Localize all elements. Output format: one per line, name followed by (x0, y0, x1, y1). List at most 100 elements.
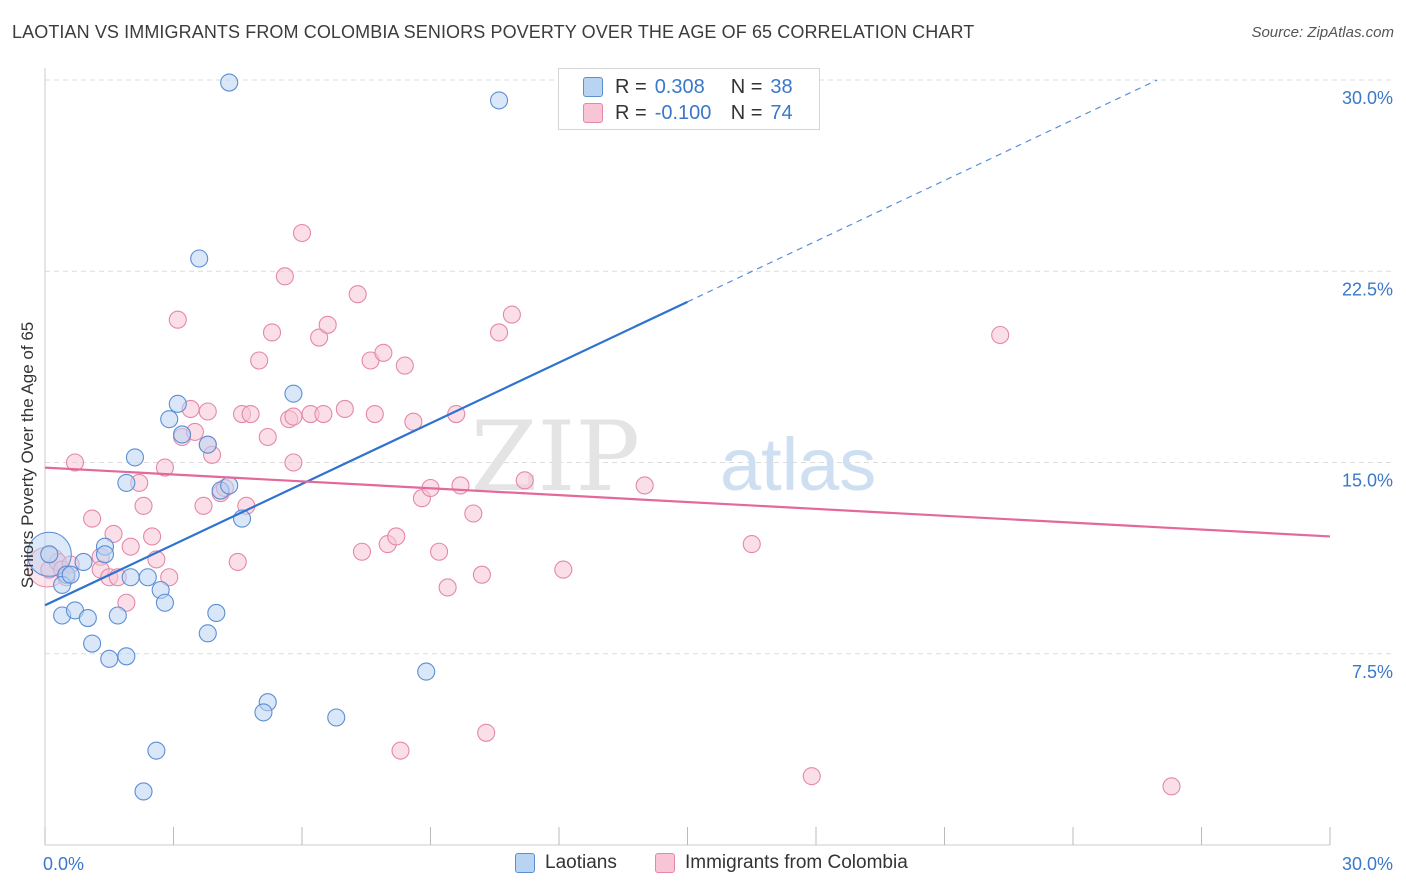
colombia-point-46 (335, 399, 354, 419)
laotians-point-31 (284, 384, 303, 403)
colombia-point-12 (117, 593, 136, 612)
axes (44, 68, 1331, 846)
tick-labels: 7.5% 15.0% 22.5% 30.0% 0.0% 30.0% (43, 88, 1393, 874)
laotians-point-34 (327, 708, 346, 727)
colombia-point-20 (168, 310, 187, 329)
colombia-point-64 (477, 723, 496, 742)
colombia-point-6 (83, 509, 102, 528)
laotians-point-10 (108, 606, 127, 625)
laotians-point-38 (489, 91, 509, 110)
colombia-swatch (583, 103, 603, 123)
colombia-point-66 (502, 305, 521, 324)
r-value: 0.308 (654, 75, 705, 98)
laotians-point-18 (117, 473, 136, 492)
colombia-point-34 (250, 351, 269, 370)
laotians-point-37 (134, 782, 153, 801)
watermark-zip: ZIP (471, 401, 640, 513)
laotians-point-30 (220, 73, 239, 92)
colombia-point-43 (310, 328, 329, 347)
n-label: N = (730, 101, 763, 124)
r-label: R = (615, 101, 647, 124)
laotians-point-36 (147, 741, 166, 760)
colombia-point-69 (554, 560, 573, 579)
legend-label-colombia: Immigrants from Colombia (685, 852, 908, 873)
laotians-point-23 (198, 435, 217, 454)
laotians-point-9 (78, 608, 97, 628)
laotians-point-14 (121, 568, 140, 587)
colombia-point-54 (395, 356, 414, 375)
trend-lines (44, 79, 1331, 607)
chart-title: LAOTIAN VS IMMIGRANTS FROM COLOMBIA SENI… (12, 22, 975, 42)
laotians-point-25 (220, 476, 239, 495)
colombia-point-58 (430, 542, 449, 561)
colombia-point-33 (241, 404, 260, 424)
n-value: 38 (770, 75, 793, 98)
laotians-point-17 (155, 593, 174, 612)
laotians-point-11 (83, 634, 102, 653)
colombia-point-72 (802, 767, 821, 786)
colombia-point-10 (104, 524, 123, 543)
colombia-point-50 (365, 404, 384, 424)
laotians-swatch (583, 77, 603, 97)
y-axis-label: Seniors Poverty Over the Age of 65 (18, 321, 37, 589)
laotians-swatch (515, 853, 535, 873)
laotians-point-29 (190, 249, 209, 268)
colombia-point-62 (464, 504, 483, 523)
x-tick-label-1: 30.0% (1342, 854, 1393, 874)
series-laotians-points (26, 73, 509, 801)
colombia-point-36 (262, 323, 282, 342)
laotians-point-19 (125, 448, 144, 467)
colombia-point-61 (451, 476, 470, 495)
laotians-point-15 (138, 568, 157, 587)
laotians-point-0 (40, 545, 59, 564)
laotians-trend-extension (687, 79, 1158, 303)
colombia-point-39 (284, 407, 303, 426)
laotians-point-21 (168, 394, 187, 413)
gridlines (45, 79, 1395, 655)
colombia-point-48 (352, 542, 372, 561)
colombia-point-53 (387, 527, 406, 546)
legend-row-laotians: R = 0.308 N = 38 (583, 74, 793, 100)
colombia-point-51 (374, 343, 393, 362)
colombia-point-44 (314, 404, 333, 424)
x-tick-label-0: 0.0% (43, 854, 84, 874)
laotians-trend-line (44, 300, 688, 607)
colombia-point-71 (742, 535, 761, 554)
legend-label-laotians: Laotians (545, 852, 617, 873)
colombia-point-15 (134, 496, 153, 515)
colombia-point-13 (121, 537, 140, 556)
watermark-atlas: atlas (720, 423, 876, 506)
colombia-point-5 (65, 453, 85, 472)
correlation-legend: R = 0.308 N = 38 R = -0.100 N = 74 (558, 68, 820, 130)
colombia-point-19 (160, 568, 179, 587)
n-value: 74 (770, 101, 793, 124)
colombia-point-37 (275, 267, 294, 286)
laotians-point-20 (160, 410, 179, 429)
legend-item-colombia[interactable]: Immigrants from Colombia (655, 852, 908, 874)
colombia-trend-line (44, 466, 1331, 538)
laotians-point-35 (417, 662, 436, 681)
laotians-point-28 (207, 603, 226, 623)
colombia-point-16 (143, 527, 162, 546)
laotians-point-3 (61, 565, 80, 584)
colombia-point-40 (284, 453, 303, 472)
colombia-swatch (655, 853, 675, 873)
laotians-point-22 (173, 425, 192, 444)
r-label: R = (615, 75, 647, 98)
legend-item-laotians[interactable]: Laotians (515, 852, 617, 874)
y-tick-label-1: 15.0% (1342, 471, 1393, 491)
laotians-point-13 (117, 647, 136, 666)
laotians-point-27 (198, 624, 217, 643)
laotians-point-33 (254, 703, 273, 722)
colombia-point-41 (292, 223, 312, 243)
laotians-point-6 (95, 545, 115, 564)
colombia-point-67 (515, 471, 534, 490)
colombia-point-18 (155, 458, 174, 477)
colombia-point-45 (318, 315, 337, 334)
legend-row-colombia: R = -0.100 N = 74 (583, 100, 793, 126)
laotians-point-4 (74, 552, 93, 572)
colombia-point-30 (228, 552, 247, 572)
colombia-point-24 (194, 496, 213, 515)
r-value: -0.100 (654, 101, 712, 124)
